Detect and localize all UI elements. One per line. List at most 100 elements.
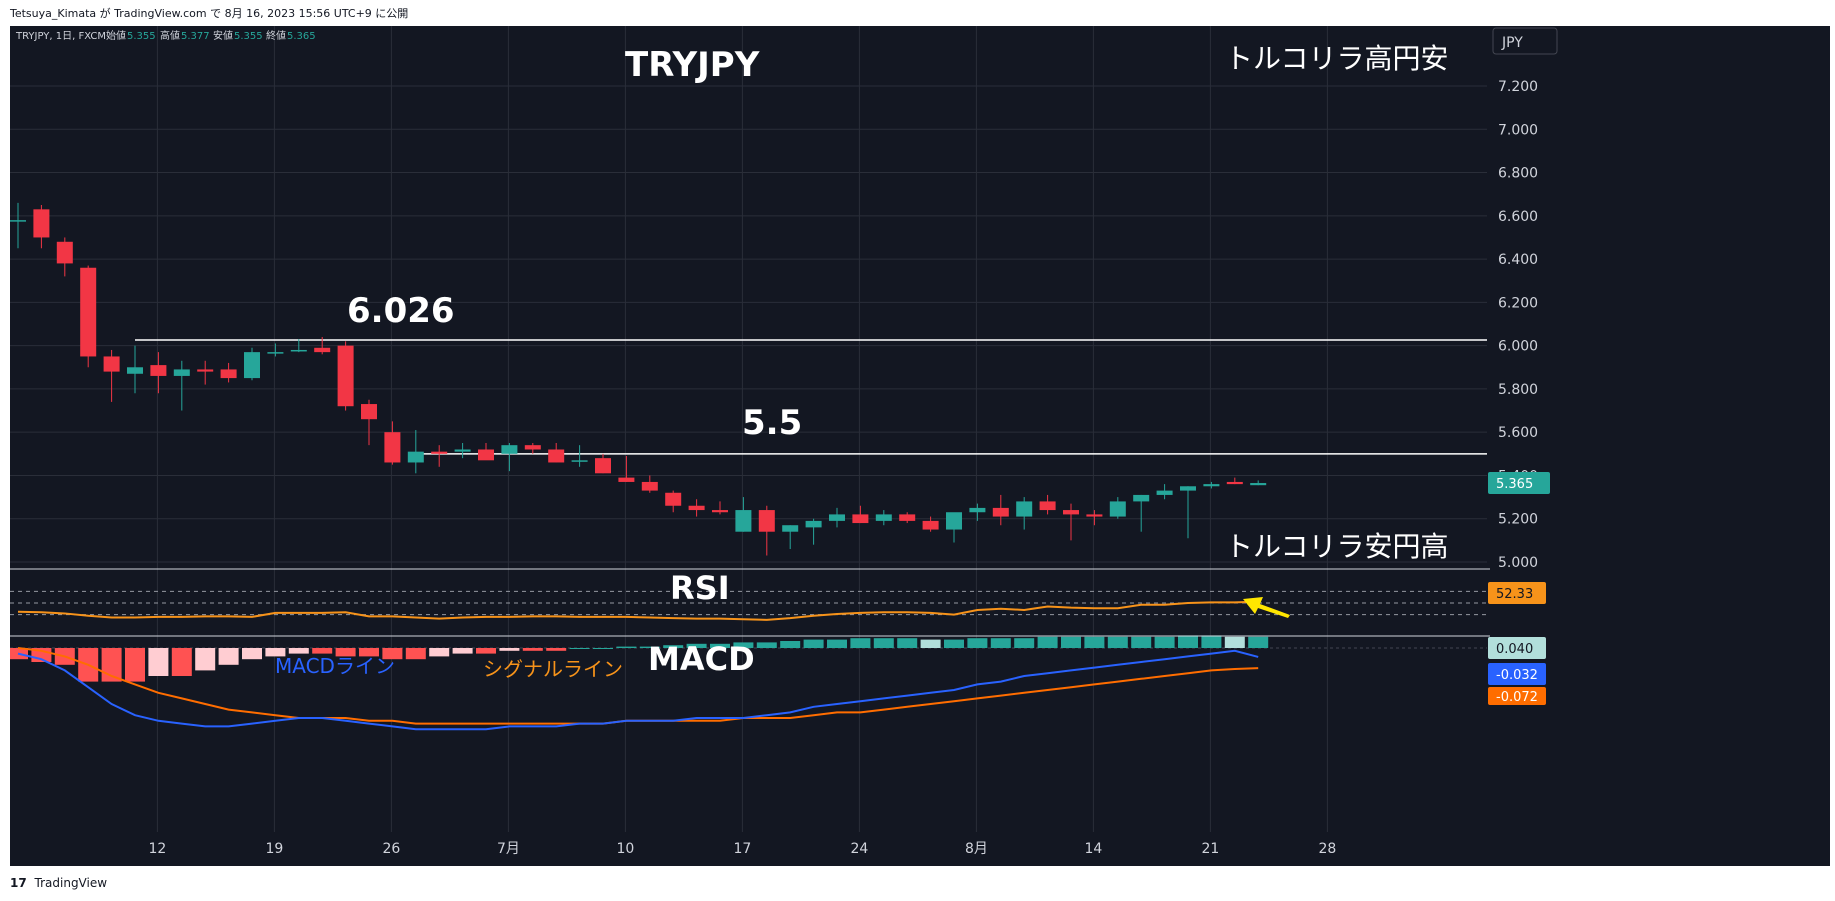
macd-histogram-bar <box>663 645 684 648</box>
price-tick-label: 7.200 <box>1498 79 1538 95</box>
legend-open: 5.355 <box>127 31 156 42</box>
candle-body <box>150 365 167 376</box>
legend-high: 5.377 <box>181 31 210 42</box>
legend-low: 5.355 <box>234 31 263 42</box>
currency-button[interactable]: JPY <box>1492 27 1558 55</box>
macd-histogram-bar <box>429 648 450 657</box>
rsi-line <box>17 600 1259 621</box>
legend-close: 5.365 <box>287 31 316 42</box>
macd-histogram-bar <box>125 648 145 682</box>
price-tick-label: 6.400 <box>1498 252 1538 268</box>
candle-body <box>1016 501 1033 517</box>
candle-body <box>852 514 869 524</box>
candle-body <box>524 445 541 450</box>
candle-body <box>805 520 822 528</box>
candle-body <box>992 507 1009 517</box>
candle-body <box>1250 483 1267 486</box>
candle-body <box>688 505 705 511</box>
macd-histogram-bar <box>873 638 894 648</box>
macd-histogram-bar <box>1154 636 1175 648</box>
time-tick-label: 10 <box>616 841 634 857</box>
macd-line-label: MACDライン <box>275 654 395 678</box>
last-price-text: 5.365 <box>1496 477 1533 492</box>
histogram-value-text: 0.040 <box>1496 642 1533 657</box>
candle-body <box>875 514 892 521</box>
candle-body <box>595 458 611 474</box>
price-tick-label: 7.000 <box>1498 122 1538 138</box>
candle-body <box>103 356 120 372</box>
macd-histogram-bar <box>382 648 403 660</box>
signal-value-text: -0.072 <box>1496 690 1538 705</box>
tradingview-footer[interactable]: 17 TradingView <box>10 876 107 890</box>
macd-histogram-bar <box>686 643 707 648</box>
macd-histogram-bar <box>195 648 216 671</box>
time-tick-label: 26 <box>382 841 400 857</box>
macd-histogram-bar <box>288 648 309 654</box>
time-tick-label: 12 <box>148 841 166 857</box>
macd-histogram-bar <box>1248 636 1269 648</box>
publish-info: Tetsuya_Kimata が TradingView.com で 8月 16… <box>10 7 409 20</box>
candle-body <box>1133 494 1150 502</box>
candle-body <box>899 514 916 521</box>
time-tick-label: 24 <box>850 841 868 857</box>
price-tick-label: 5.200 <box>1498 512 1538 528</box>
candle-body <box>1086 514 1103 517</box>
candle-body <box>1039 501 1056 511</box>
macd-histogram-bar <box>990 638 1011 648</box>
time-tick-label: 21 <box>1201 841 1219 857</box>
candle-body <box>758 510 775 532</box>
candle-body <box>33 209 50 238</box>
candle-body <box>10 220 26 222</box>
macd-histogram-bar <box>546 648 567 651</box>
macd-histogram-bar <box>827 639 847 648</box>
candle-body <box>127 367 143 374</box>
macd-histogram-bar <box>733 642 754 648</box>
candle-body <box>56 241 73 264</box>
candle-body <box>1203 484 1220 487</box>
legend-open-label: 始値 <box>106 29 126 42</box>
chart-canvas[interactable]: 7.200 7.000 6.800 6.600 6.400 6.200 6.000 5.800… <box>10 26 1830 866</box>
candle-body <box>571 460 588 462</box>
macd-histogram-bar <box>1107 636 1128 648</box>
macd-value-text: -0.032 <box>1496 668 1538 683</box>
candle-body <box>1156 490 1173 495</box>
candle-body <box>290 349 307 352</box>
macd-pane <box>10 635 1487 731</box>
rsi-arrow <box>1243 597 1290 618</box>
macd-histogram-bar <box>1224 636 1245 648</box>
last-price-label: 5.365 <box>1488 472 1550 494</box>
candle-body <box>665 492 682 506</box>
price-tick-label: 6.200 <box>1498 295 1538 311</box>
macd-histogram-bar <box>569 648 590 649</box>
candle-body <box>407 451 424 463</box>
macd-histogram-bar <box>218 648 239 665</box>
macd-histogram-bar <box>242 648 262 660</box>
macd-histogram-bar <box>148 648 169 676</box>
macd-histogram-bar <box>335 648 356 657</box>
rsi-title: RSI <box>670 569 730 607</box>
time-tick-label: 14 <box>1084 841 1102 857</box>
candle-body <box>922 520 939 530</box>
candle-body <box>1063 510 1079 515</box>
macd-histogram-bar <box>522 648 543 651</box>
price-tick-label: 6.800 <box>1498 166 1538 182</box>
macd-histogram-bar <box>1037 636 1058 648</box>
price-tick-label: 6.600 <box>1498 209 1538 225</box>
candle-body <box>548 449 565 463</box>
time-axis[interactable]: 12 19 26 7月 10 17 24 8月 14 21 28 <box>148 841 1336 857</box>
macd-histogram-bar <box>593 648 613 649</box>
candle-body <box>314 347 331 353</box>
candle-body <box>782 525 799 532</box>
chart-frame[interactable]: 7.200 7.000 6.800 6.600 6.400 6.200 6.000 5.800… <box>10 26 1830 866</box>
macd-histogram-bar <box>897 638 918 648</box>
macd-histogram-bar <box>1084 636 1105 648</box>
horizontal-levels <box>135 339 1487 455</box>
macd-histogram-bar <box>967 638 988 648</box>
legend: TRYJPY, 1日, FXCM 始値 5.355 高値 5.377 安値 5.… <box>15 29 316 42</box>
chart-title: TRYJPY <box>625 45 760 85</box>
price-axis[interactable]: 7.200 7.000 6.800 6.600 6.400 6.200 6.000 5.800… <box>1498 79 1538 571</box>
macd-histogram-bar <box>803 639 824 648</box>
macd-histogram-bar <box>265 648 286 657</box>
candle-body <box>220 369 237 379</box>
macd-value-label: -0.032 <box>1488 663 1546 685</box>
